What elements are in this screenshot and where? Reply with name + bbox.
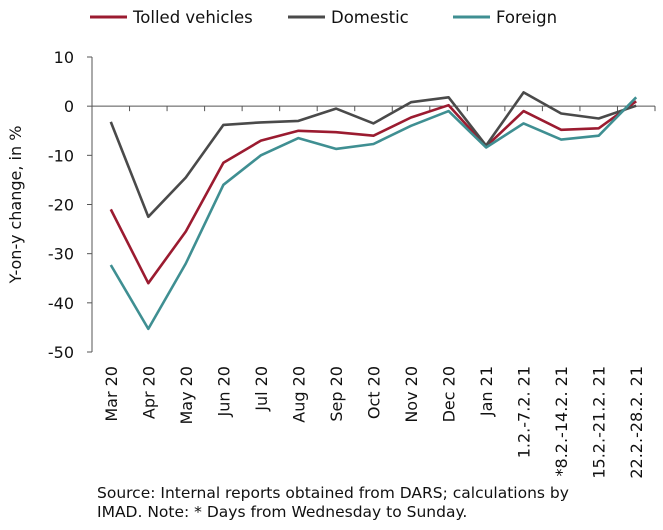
y-tick-label: 10	[54, 48, 74, 67]
x-tick-label: Mar 20	[102, 366, 121, 422]
line-chart: Tolled vehicles Domestic Foreign Y-on-y ch…	[6, 8, 656, 479]
y-tick-label: -30	[48, 245, 74, 264]
y-tick-label: -10	[48, 146, 74, 165]
x-tick-label: 22.2.-28.2. 21	[627, 366, 646, 479]
x-tick-label: Apr 20	[139, 366, 158, 419]
x-tick-labels: Mar 20 Apr 20 May 20 Jun 20 Jul 20 Aug 20 Sep …	[102, 366, 646, 479]
y-tick-label: -40	[48, 294, 74, 313]
y-tick-label: -20	[48, 196, 74, 215]
source-note: Source: Internal reports obtained from D…	[97, 484, 569, 521]
y-tick-labels: 10 0 -10 -20 -30 -40 -50	[48, 48, 74, 362]
y-axis-label: Y-on-y change, in %	[6, 126, 25, 285]
y-tick-label: 0	[64, 97, 74, 116]
x-tick-label: May 20	[177, 366, 196, 425]
legend: Tolled vehicles Domestic Foreign	[90, 8, 557, 27]
x-tick-label: 1.2.-7.2. 21	[515, 366, 534, 458]
y-tick-label: -50	[48, 343, 74, 362]
series-line-foreign	[109, 96, 638, 331]
x-tick-label: Jan 21	[477, 366, 496, 417]
x-tick-label: *8.2.-14.2. 21	[552, 366, 571, 476]
legend-label-domestic: Domestic	[331, 8, 409, 27]
series-line-tolled-vehicles	[109, 100, 637, 285]
x-tick-label: 15.2.-21.2. 21	[590, 366, 609, 479]
x-tick-label: Aug 20	[289, 366, 308, 423]
series-lines	[109, 91, 638, 331]
series-line-domestic	[109, 91, 637, 219]
x-tick-label: Oct 20	[365, 366, 384, 419]
legend-label-foreign: Foreign	[496, 8, 557, 27]
x-tick-label: Jul 20	[252, 366, 271, 412]
x-tick-label: Dec 20	[440, 366, 459, 422]
legend-label-tolled-vehicles: Tolled vehicles	[132, 8, 253, 27]
x-tick-label: Jun 20	[214, 366, 233, 417]
axes	[87, 56, 656, 353]
x-tick-label: Sep 20	[327, 366, 346, 422]
x-tick-label: Nov 20	[402, 366, 421, 423]
